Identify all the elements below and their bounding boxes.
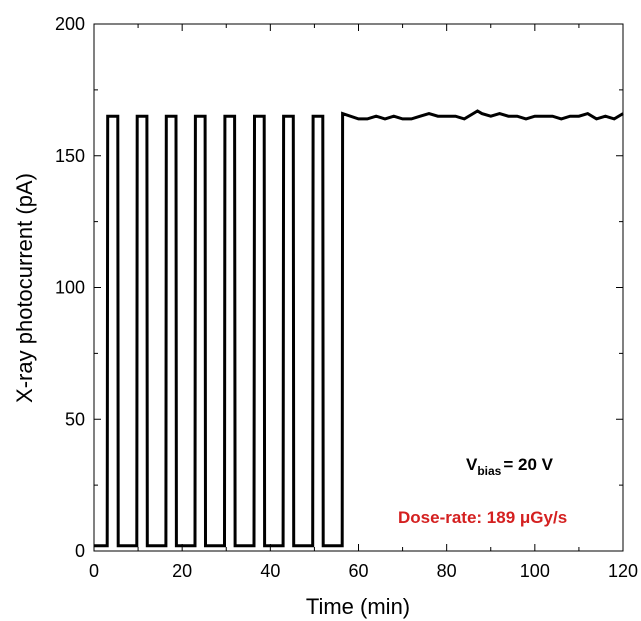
x-tick-label: 40 — [260, 561, 280, 581]
vbias-subscript: bias — [477, 464, 501, 478]
photocurrent-line — [94, 109, 624, 548]
x-tick-label: 80 — [437, 561, 457, 581]
x-tick-label: 60 — [348, 561, 368, 581]
y-tick-label: 0 — [75, 541, 85, 561]
dose-rate-annotation: Dose-rate: 189 μGy/s — [398, 508, 567, 527]
y-tick-label: 150 — [55, 146, 85, 166]
vbias-main: V — [466, 455, 478, 474]
y-tick-label: 50 — [65, 409, 85, 429]
x-tick-label: 20 — [172, 561, 192, 581]
y-tick-label: 100 — [55, 278, 85, 298]
x-axis-title: Time (min) — [306, 594, 410, 619]
vbias-value: = 20 V — [503, 455, 553, 474]
x-tick-label: 120 — [608, 561, 638, 581]
y-axis-title: X-ray photocurrent (pA) — [12, 173, 37, 403]
vbias-annotation: Vbias = 20 V — [466, 455, 554, 478]
y-tick-label: 200 — [55, 14, 85, 34]
x-tick-label: 100 — [520, 561, 550, 581]
axis-tick-labels: 0 20 40 60 80 100 120 0 50 100 150 200 — [55, 14, 638, 581]
axis-ticks — [93, 23, 624, 552]
x-tick-label: 0 — [89, 561, 99, 581]
